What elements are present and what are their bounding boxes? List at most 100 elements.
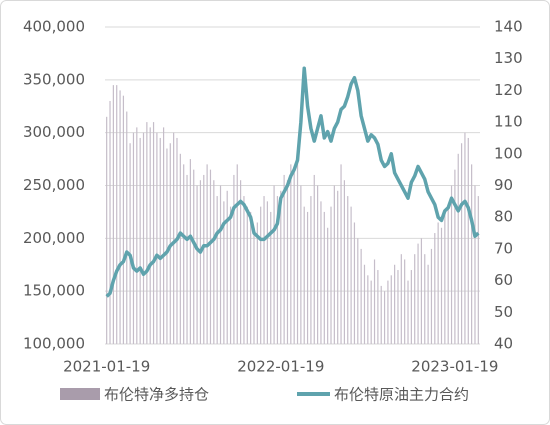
bar (387, 280, 389, 344)
bar (136, 127, 138, 344)
bar (142, 132, 145, 344)
bar (353, 222, 356, 344)
bar (206, 164, 208, 344)
y-tick-label: 100,000 (23, 335, 85, 353)
legend-label: 布伦特净多持仓 (104, 386, 209, 404)
bar (474, 185, 476, 344)
bar (283, 174, 285, 344)
bar (189, 159, 191, 344)
bar (420, 238, 423, 344)
bar (306, 211, 309, 344)
bar (216, 196, 218, 344)
bar (139, 137, 141, 344)
bar (427, 264, 429, 344)
bar (233, 174, 235, 344)
bar (330, 206, 332, 344)
bar (209, 169, 212, 344)
legend-label: 布伦特原油主力合约 (334, 386, 469, 404)
bar (327, 227, 329, 344)
bar (350, 206, 352, 344)
bar (293, 169, 295, 344)
legend-swatch (60, 388, 100, 400)
y-tick-label: 250,000 (23, 176, 85, 194)
bar (444, 211, 446, 344)
bar (447, 206, 449, 344)
bar (116, 85, 118, 344)
bar (152, 122, 155, 344)
bar (333, 185, 335, 344)
bar (343, 180, 345, 344)
bar (146, 122, 148, 344)
bar (270, 211, 272, 344)
bar (286, 180, 289, 344)
bar (196, 185, 198, 344)
bar (273, 185, 275, 344)
bar (390, 275, 392, 344)
bar (477, 196, 479, 344)
bar (256, 222, 258, 344)
bar (303, 206, 305, 344)
bar (417, 243, 419, 344)
bar (129, 143, 131, 344)
bar (226, 190, 228, 344)
bar (199, 180, 202, 344)
bar (243, 196, 245, 344)
bar (380, 285, 382, 344)
bar (213, 180, 215, 344)
bar (229, 206, 232, 344)
bar (467, 137, 469, 344)
bar (263, 196, 265, 344)
bar (290, 164, 292, 344)
bar (203, 174, 205, 344)
bar (149, 127, 151, 344)
x-tick-label: 2021-01-19 (63, 358, 150, 376)
bar (323, 211, 325, 344)
bar (300, 185, 302, 344)
bar (347, 196, 349, 344)
bar (437, 222, 439, 344)
bar (407, 280, 409, 344)
bar (296, 153, 299, 344)
bar (250, 211, 252, 344)
bar (122, 95, 125, 344)
y-tick-label: 200,000 (23, 229, 85, 247)
x-tick-label: 2022-01-19 (237, 358, 324, 376)
bar (370, 280, 372, 344)
bar (450, 185, 453, 344)
bar (109, 100, 111, 344)
bar (193, 169, 195, 344)
bar (434, 233, 436, 344)
bar (454, 169, 456, 344)
bar (253, 227, 255, 344)
bar (132, 132, 135, 344)
bar (340, 164, 342, 344)
bar (430, 248, 433, 344)
bar (266, 201, 268, 344)
bar (460, 143, 463, 344)
bar (119, 90, 121, 345)
bar (166, 148, 168, 344)
bar (313, 174, 315, 344)
bar (280, 190, 282, 344)
bar (159, 137, 161, 344)
bar (410, 270, 412, 344)
bar (112, 85, 114, 344)
bar (173, 132, 175, 344)
bar (236, 164, 238, 344)
bar (360, 248, 362, 344)
bar (414, 254, 416, 344)
bar (162, 127, 165, 344)
y2-tick-label: 40 (494, 335, 513, 353)
y2-tick-label: 70 (494, 239, 513, 257)
bar (183, 164, 185, 344)
bar (464, 132, 466, 344)
y2-tick-label: 110 (494, 113, 523, 131)
y2-tick-label: 130 (494, 49, 523, 67)
bar (317, 185, 319, 344)
bar (126, 111, 128, 345)
bar (367, 275, 369, 344)
bar (240, 180, 242, 344)
bar (179, 153, 181, 344)
bar (156, 132, 158, 344)
